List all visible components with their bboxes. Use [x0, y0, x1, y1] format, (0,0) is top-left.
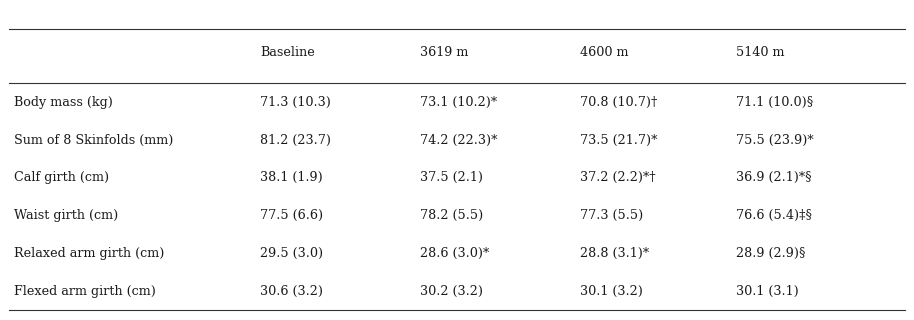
Text: 73.1 (10.2)*: 73.1 (10.2)*	[420, 96, 497, 108]
Text: 30.6 (3.2): 30.6 (3.2)	[260, 285, 324, 298]
Text: 75.5 (23.9)*: 75.5 (23.9)*	[736, 133, 813, 147]
Text: 4600 m: 4600 m	[580, 46, 629, 59]
Text: 37.2 (2.2)*†: 37.2 (2.2)*†	[580, 172, 656, 184]
Text: Body mass (kg): Body mass (kg)	[14, 96, 112, 108]
Text: 38.1 (1.9): 38.1 (1.9)	[260, 172, 324, 184]
Text: 28.6 (3.0)*: 28.6 (3.0)*	[420, 247, 490, 260]
Text: 77.3 (5.5): 77.3 (5.5)	[580, 209, 643, 222]
Text: 29.5 (3.0): 29.5 (3.0)	[260, 247, 324, 260]
Text: 30.1 (3.1): 30.1 (3.1)	[736, 285, 799, 298]
Text: 3619 m: 3619 m	[420, 46, 469, 59]
Text: Flexed arm girth (cm): Flexed arm girth (cm)	[14, 285, 155, 298]
Text: 77.5 (6.6): 77.5 (6.6)	[260, 209, 324, 222]
Text: Calf girth (cm): Calf girth (cm)	[14, 172, 109, 184]
Text: 71.1 (10.0)§: 71.1 (10.0)§	[736, 96, 813, 108]
Text: Waist girth (cm): Waist girth (cm)	[14, 209, 118, 222]
Text: 71.3 (10.3): 71.3 (10.3)	[260, 96, 332, 108]
Text: 36.9 (2.1)*§: 36.9 (2.1)*§	[736, 172, 812, 184]
Text: 74.2 (22.3)*: 74.2 (22.3)*	[420, 133, 498, 147]
Text: 28.8 (3.1)*: 28.8 (3.1)*	[580, 247, 650, 260]
Text: Sum of 8 Skinfolds (mm): Sum of 8 Skinfolds (mm)	[14, 133, 173, 147]
Text: Baseline: Baseline	[260, 46, 315, 59]
Text: 30.2 (3.2): 30.2 (3.2)	[420, 285, 484, 298]
Text: 28.9 (2.9)§: 28.9 (2.9)§	[736, 247, 805, 260]
Text: Relaxed arm girth (cm): Relaxed arm girth (cm)	[14, 247, 165, 260]
Text: 70.8 (10.7)†: 70.8 (10.7)†	[580, 96, 658, 108]
Text: 78.2 (5.5): 78.2 (5.5)	[420, 209, 484, 222]
Text: 81.2 (23.7): 81.2 (23.7)	[260, 133, 332, 147]
Text: 76.6 (5.4)‡§: 76.6 (5.4)‡§	[736, 209, 812, 222]
Text: 37.5 (2.1): 37.5 (2.1)	[420, 172, 484, 184]
Text: 5140 m: 5140 m	[736, 46, 784, 59]
Text: 73.5 (21.7)*: 73.5 (21.7)*	[580, 133, 658, 147]
Text: 30.1 (3.2): 30.1 (3.2)	[580, 285, 643, 298]
